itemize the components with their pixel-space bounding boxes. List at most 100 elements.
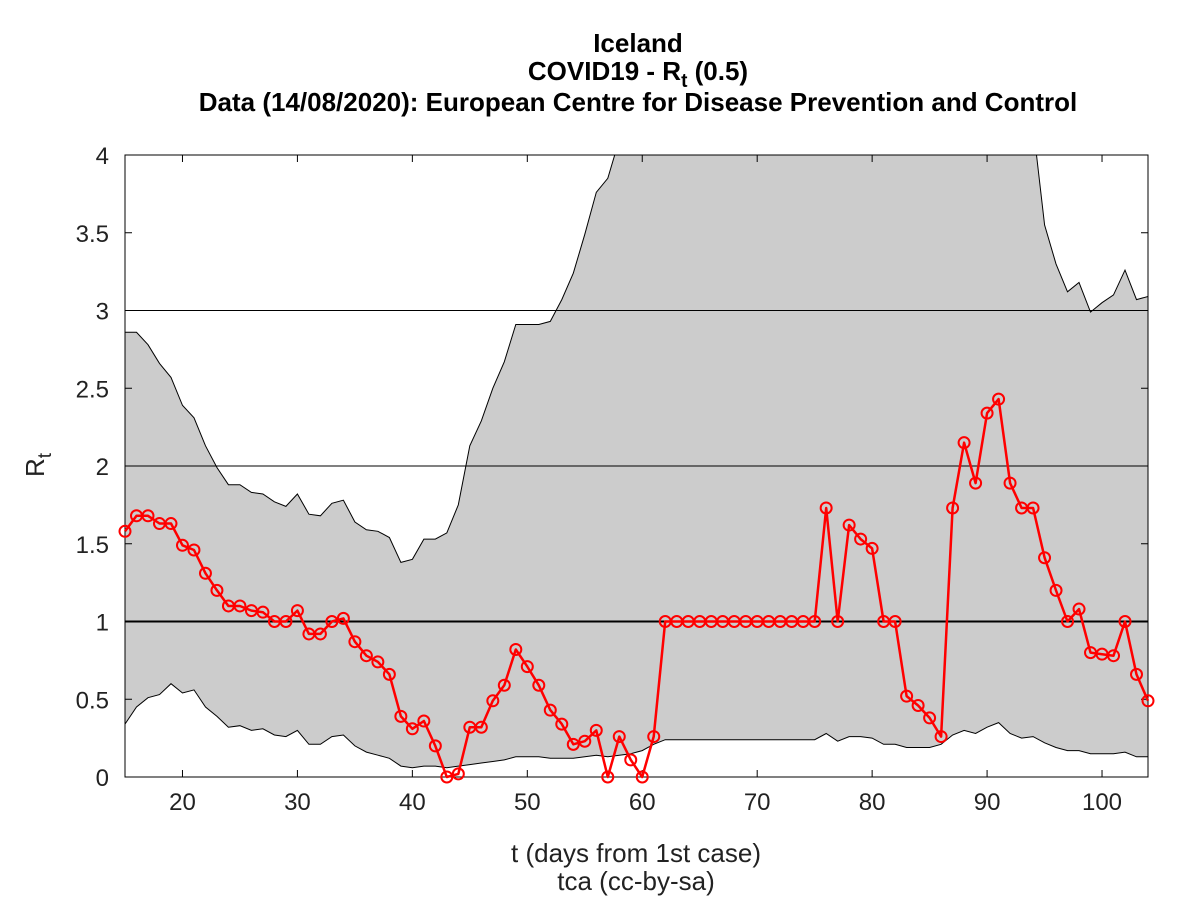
rt-point — [486, 694, 500, 708]
rt-point — [612, 730, 626, 744]
rt-point — [624, 753, 638, 767]
rt-point — [348, 635, 362, 649]
rt-point — [164, 517, 178, 531]
chart-title-source: Data (14/08/2020): European Centre for D… — [199, 87, 1077, 117]
rt-point — [969, 476, 983, 490]
rt-point — [957, 436, 971, 450]
rt-point — [451, 767, 465, 781]
rt-point — [601, 770, 615, 784]
y-tick-label-1: 1 — [96, 610, 109, 637]
rt-point — [382, 667, 396, 681]
rt-point — [256, 605, 270, 619]
rt-point — [842, 518, 856, 532]
y-tick-label-0: 0 — [96, 765, 109, 792]
x-tick-label-60: 60 — [629, 789, 656, 816]
chart-title-metric-suffix: (0.5) — [687, 56, 748, 86]
rt-point — [647, 730, 661, 744]
rt-point — [497, 678, 511, 692]
y-axis-label: Rt — [20, 452, 56, 477]
chart-title-metric-subscript: t — [681, 71, 688, 92]
credit-label: tca (cc-by-sa) — [557, 866, 714, 896]
rt-point — [210, 583, 224, 597]
y-tick-label-0.5: 0.5 — [76, 687, 109, 714]
rt-point — [325, 615, 339, 628]
rt-point — [831, 615, 845, 628]
rt-point — [578, 734, 592, 748]
rt-point — [865, 541, 879, 555]
x-tick-label-30: 30 — [284, 789, 311, 816]
rt-point — [635, 770, 649, 784]
rt-point — [1026, 501, 1040, 515]
rt-point — [290, 604, 304, 618]
rt-point — [474, 720, 488, 734]
x-tick-label-90: 90 — [974, 789, 1001, 816]
y-tick-label-3.5: 3.5 — [76, 221, 109, 248]
rt-point — [934, 730, 948, 744]
rt-point — [428, 739, 442, 753]
rt-point — [946, 501, 960, 515]
y-tick-label-1.5: 1.5 — [76, 532, 109, 559]
rt-point — [1130, 667, 1144, 681]
y-tick-label-2.5: 2.5 — [76, 376, 109, 403]
rt-point — [1141, 694, 1155, 708]
rt-point — [992, 392, 1006, 406]
rt-point — [509, 642, 523, 656]
rt-point — [198, 566, 212, 580]
x-tick-label-80: 80 — [859, 789, 886, 816]
rt-point — [923, 711, 937, 725]
series-layer — [118, 392, 1155, 784]
x-tick-label-70: 70 — [744, 789, 771, 816]
y-tick-label-3: 3 — [96, 299, 109, 326]
rt-point — [854, 532, 868, 546]
rt-point — [1107, 649, 1121, 663]
rt-point — [175, 538, 189, 552]
confidence-band — [125, 155, 1148, 768]
rt-point — [555, 717, 569, 731]
x-tick-label-20: 20 — [169, 789, 196, 816]
y-axis-label-main: R — [20, 458, 50, 477]
rt-point — [1118, 615, 1132, 628]
rt-point — [819, 501, 833, 515]
rt-point — [520, 660, 534, 674]
rt-point — [911, 698, 925, 712]
chart-title-metric: COVID19 - Rt (0.5) — [528, 56, 748, 92]
rt-point — [980, 406, 994, 420]
rt-point — [1003, 476, 1017, 490]
rt-point — [1038, 551, 1052, 565]
rt-point — [566, 737, 580, 751]
rt-point — [313, 627, 327, 641]
x-axis-label: t (days from 1st case) — [511, 838, 761, 868]
rt-point — [888, 615, 902, 628]
rt-point — [141, 509, 155, 523]
rt-point — [1061, 615, 1075, 628]
rt-point — [1072, 602, 1086, 616]
rt-point — [1049, 583, 1063, 597]
x-tick-label-100: 100 — [1082, 789, 1122, 816]
y-axis-label-subscript: t — [35, 452, 56, 458]
rt-point — [589, 723, 603, 737]
rt-point — [233, 599, 247, 613]
y-tick-label-2: 2 — [96, 454, 109, 481]
rt-point — [394, 709, 408, 723]
rt-point — [118, 524, 132, 538]
rt-point — [417, 714, 431, 728]
rt-point — [371, 655, 385, 669]
rt-series-line — [123, 397, 1150, 779]
y-tick-label-4: 4 — [96, 143, 109, 170]
rt-point — [336, 611, 350, 625]
confidence-band-layer — [124, 154, 1149, 769]
band-upper-edge — [125, 154, 1149, 563]
x-tick-label-50: 50 — [514, 789, 541, 816]
x-tick-label-40: 40 — [399, 789, 426, 816]
rt-point — [279, 615, 293, 628]
rt-point — [359, 649, 373, 663]
rt-point — [900, 689, 914, 703]
rt-point — [187, 543, 201, 557]
rt-point — [405, 722, 419, 736]
chart-title-country: Iceland — [593, 28, 683, 58]
rt-point — [440, 770, 454, 784]
rt-point — [808, 615, 822, 628]
chart-title-metric-main: COVID19 - R — [528, 56, 681, 86]
rt-point — [532, 678, 546, 692]
